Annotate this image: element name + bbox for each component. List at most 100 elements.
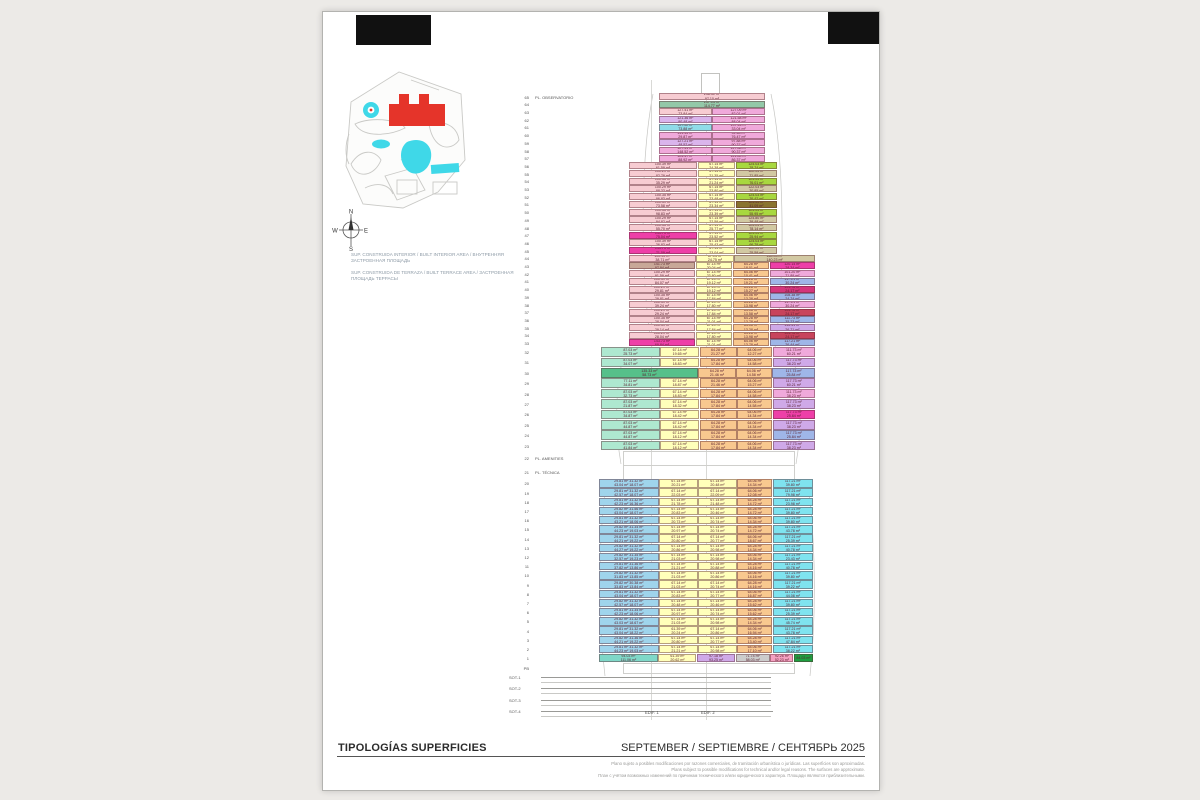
unit-cell: 100.39 m² 61.59 m² bbox=[629, 162, 697, 170]
unit-cell: 121.80 m² 86.37 m² bbox=[712, 154, 765, 162]
unit-terrace-area: 43.78 m² bbox=[785, 630, 800, 635]
unit-terrace-area: 13.78 m² bbox=[743, 342, 759, 347]
unit-interior-area: 67.14 m² bbox=[671, 608, 686, 613]
unit-interior-area: 67.14 m² bbox=[672, 389, 687, 394]
unit-terrace-area: 23.52 m² bbox=[709, 235, 724, 239]
unit-terrace-area: 14.34 m² bbox=[747, 483, 762, 488]
unit-interior-area: 29.81 m² 31.36 m² bbox=[614, 562, 644, 567]
unit-cell: 117.21 m² 43.78 m² bbox=[772, 626, 813, 635]
unit-cell: 160.03 m² 140.23 m² bbox=[734, 254, 815, 262]
unit-cell: 135.33 m² 58.73 m² bbox=[601, 367, 698, 378]
unit-interior-area: 67.14 m² bbox=[710, 534, 725, 539]
unit-terrace-area: 12.08 m² bbox=[747, 492, 762, 497]
compass-rose: N E S W bbox=[332, 210, 368, 253]
unit-interior-area: 64.06 m² bbox=[747, 399, 762, 404]
unit-terrace-area: 52.23 m² bbox=[774, 658, 789, 663]
floor-number: 54 bbox=[524, 179, 529, 185]
unit-cell: 29.81 m² 31.32 m² 43.04 m² 18.22 m² bbox=[599, 626, 659, 635]
floor-number: 31 bbox=[524, 360, 529, 366]
unit-terrace-area: 20.74 m² bbox=[710, 529, 725, 534]
unit-cell: 100.35 m² 55.70 m² bbox=[629, 223, 697, 231]
unit-cell: 67.14 m² 20.74 m² bbox=[698, 580, 737, 589]
unit-terrace-area: 13.98 m² bbox=[743, 335, 759, 339]
floor-number: 48 bbox=[524, 225, 529, 231]
unit-cell: 100.35 m² 96.83 m² bbox=[629, 193, 697, 201]
unit-cell: 117.21 m² 39.22 m² bbox=[772, 580, 813, 589]
unit-terrace-area: 18.67 m² bbox=[747, 538, 762, 543]
floor-number: 25 bbox=[524, 422, 529, 428]
unit-cell: 67.14 m² 23.34 m² bbox=[697, 200, 736, 208]
floor-row: 29.81 m² 31.32 m² 43.04 m² 18.07 m² 67.14 … bbox=[599, 479, 813, 488]
unit-cell: 117.21 m² 79.98 m² bbox=[772, 488, 813, 497]
unit-cell: 67.14 m² 17.84 m² bbox=[695, 308, 733, 316]
unit-interior-area: 71.74 m² bbox=[745, 654, 760, 659]
unit-terrace-area: 20.74 m² bbox=[710, 584, 725, 589]
disclaimer-ru: План с учётом возможных изменений по при… bbox=[598, 773, 865, 779]
unit-terrace-area: 39.80 m² bbox=[785, 602, 800, 607]
unit-interior-area: 141.73 m² bbox=[653, 262, 671, 266]
legend: SUP. CONSTRUIDA INTERIOR / BUILT INTERIO… bbox=[351, 252, 551, 289]
unit-cell: 117.21 m² 45.74 m² bbox=[772, 617, 813, 626]
unit-interior-area: 117.21 m² bbox=[784, 479, 801, 484]
floor-number: 59 bbox=[524, 140, 529, 146]
floor-row: 100.39 m² 73.58 m² 67.14 m² 23.34 m² 124.53 … bbox=[629, 200, 778, 208]
unit-cell: 67.14 m² 18.12 m² bbox=[660, 440, 700, 451]
unit-interior-area: 67.14 m² bbox=[710, 580, 725, 585]
floor-row: 29.82 m² 31.36 m² 44.21 m² 19.22 m² 67.14 … bbox=[599, 635, 813, 644]
unit-interior-area: 64.28 m² bbox=[747, 525, 762, 530]
unit-terrace-area: 14.72 m² bbox=[747, 510, 762, 515]
unit-terrace-area: 20.98 m² bbox=[710, 621, 725, 626]
floor-row: 29.82 m² 31.32 m² 43.03 m² 18.67 m² 67.14 … bbox=[599, 617, 813, 626]
unit-terrace-area: 20.24 m² bbox=[671, 630, 686, 635]
unit-terrace-area: 17.84 m² bbox=[710, 393, 726, 398]
unit-interior-area: 64.28 m² bbox=[710, 358, 726, 363]
unit-terrace-area: 25.39 m² bbox=[785, 538, 800, 543]
unit-interior-area: 67.14 m² bbox=[706, 316, 721, 320]
unit-terrace-area: 25.73 m² bbox=[623, 351, 638, 356]
unit-interior-area: 117.73 m² bbox=[785, 358, 802, 363]
ground-floor-outline bbox=[623, 663, 795, 674]
unit-cell: 29.81 m² 31.32 m² 43.21 m² 18.06 m² bbox=[599, 515, 659, 525]
floor-number: 44 bbox=[524, 256, 529, 262]
unit-cell: 87.03 m² 34.87 m² bbox=[601, 409, 660, 420]
unit-cell: 117.21 m² 47.84 m² bbox=[772, 635, 813, 644]
unit-terrace-area: 15.62 m² bbox=[747, 602, 762, 607]
floor-row: 29.81 m² 31.32 m² 43.04 m² 18.22 m² 61.39 … bbox=[599, 626, 813, 635]
unit-cell: 64.06 m² 14.34 m² bbox=[737, 515, 772, 525]
unit-terrace-area: 15.62 m² bbox=[747, 612, 762, 617]
unit-interior-area: 100.35 m² bbox=[654, 177, 672, 182]
unit-interior-area: 100.35 m² bbox=[653, 316, 671, 320]
unit-cell: 108.38 m² 24.74 m² bbox=[769, 293, 815, 301]
unit-cell: 64.06 m² 13.58 m² bbox=[732, 308, 770, 316]
unit-interior-area: 67.14 m² bbox=[709, 208, 724, 212]
unit-cell: 127.41 m² 73.84 m² bbox=[659, 108, 712, 116]
unit-terrace-area: 35.29 m² bbox=[655, 181, 671, 185]
floor-number: 50 bbox=[524, 210, 529, 216]
unit-cell: 64.06 m² 12.08 m² bbox=[737, 488, 772, 497]
unit-interior-area: 64.06 m² bbox=[747, 552, 762, 557]
unit-cell: 67.14 m² 24.75 m² bbox=[696, 254, 734, 262]
unit-cell: 67.14 m² 21.78 m² bbox=[659, 497, 698, 506]
unit-interior-area: 117.73 m² bbox=[785, 441, 802, 446]
unit-interior-area: 87.03 m² bbox=[623, 410, 638, 415]
unit-interior-area: 100.29 m² bbox=[653, 270, 671, 274]
roof-stub bbox=[701, 73, 720, 95]
unit-cell: 64.28 m² 17.84 m² bbox=[699, 419, 737, 430]
floor-row: 127.21 m² 48.52 m² 97.88 m² 90.37 m² bbox=[659, 139, 765, 147]
unit-cell: 67.14 m² 17.80 m² bbox=[695, 300, 733, 308]
unit-cell: 67.14 m² 24.38 m² bbox=[697, 162, 736, 170]
unit-interior-area: 160.03 m² bbox=[766, 254, 783, 259]
unit-terrace-area: 20.21 m² bbox=[671, 483, 686, 488]
unit-interior-area: 124.03 m² bbox=[748, 177, 765, 182]
unit-interior-area: 64.06 m² bbox=[746, 368, 761, 373]
unit-interior-area: 64.28 m² bbox=[709, 368, 725, 373]
unit-terrace-area: 14.58 m² bbox=[747, 403, 762, 408]
unit-terrace-area: 20.98 m² bbox=[710, 556, 725, 561]
floor-row: 100.39 m² 39.24 m² 67.14 m² 17.80 m² 64.28 m… bbox=[629, 300, 815, 308]
unit-cell: 67.14 m² 20.98 m² bbox=[698, 543, 737, 552]
unit-interior-area: 117.21 m² bbox=[784, 552, 801, 557]
unit-cell: 237.14 m² 114.77 m² bbox=[659, 100, 765, 108]
unit-interior-area: 67.14 m² bbox=[671, 617, 686, 622]
floor-row: 29.81 m² 31.34 m² 42.23 m² 18.06 m² 67.14 … bbox=[599, 607, 813, 617]
unit-interior-area: 100.29 m² bbox=[653, 308, 671, 313]
